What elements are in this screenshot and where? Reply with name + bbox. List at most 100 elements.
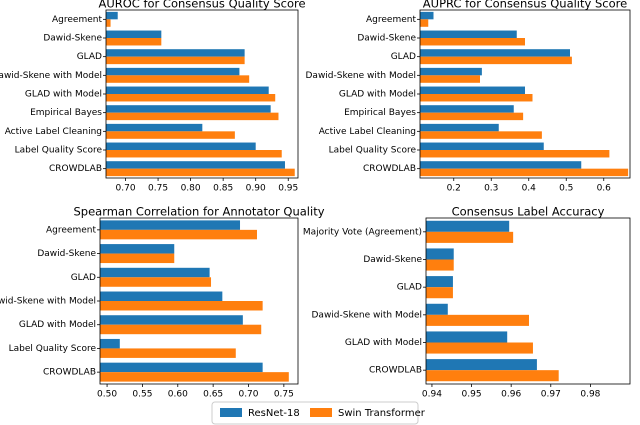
- y-tick-label: Dawid-Skene with Model: [306, 71, 417, 81]
- bar: [100, 301, 263, 311]
- y-tick-label: Empirical Bayes: [344, 108, 416, 118]
- bar: [100, 229, 257, 240]
- x-tick-label: 0.70: [116, 184, 136, 194]
- y-tick-label: Active Label Cleaning: [319, 127, 416, 137]
- bar: [420, 142, 544, 150]
- y-tick-label: Dawid-Skene with Model: [0, 297, 96, 307]
- y-tick-label: GLAD: [77, 52, 102, 62]
- x-tick-label: 0.4: [522, 184, 537, 194]
- y-tick-label: Label Quality Score: [329, 146, 417, 156]
- bar: [426, 231, 514, 243]
- bar: [420, 75, 480, 83]
- chart-title: AUROC for Consensus Quality Score: [98, 0, 305, 11]
- y-tick-label: Agreement: [366, 15, 416, 25]
- bar: [420, 168, 629, 177]
- axes-frame: [99, 217, 299, 385]
- bar: [420, 38, 525, 46]
- bar: [426, 370, 559, 382]
- bar: [106, 123, 203, 132]
- bar: [100, 267, 210, 278]
- bar: [426, 359, 537, 371]
- bar: [420, 19, 429, 27]
- x-tick-label: 0.80: [181, 184, 201, 194]
- x-tick-label: 0.6: [597, 184, 612, 194]
- bar: [106, 19, 111, 27]
- x-tick-label: 0.98: [580, 390, 600, 400]
- bar: [426, 314, 529, 326]
- legend-swatch: [220, 408, 242, 417]
- bar: [420, 30, 517, 38]
- y-tick-label: GLAD with Model: [25, 90, 102, 100]
- bar: [100, 348, 236, 358]
- x-tick-label: 0.60: [168, 390, 188, 400]
- bar: [106, 49, 245, 57]
- bar: [426, 220, 510, 232]
- bar: [100, 372, 289, 382]
- x-tick-label: 0.55: [132, 390, 152, 400]
- bar: [420, 123, 499, 132]
- y-tick-label: Majority Vote (Agreement): [303, 227, 422, 237]
- axes-frame: [105, 9, 299, 179]
- x-tick-label: 0.75: [274, 390, 294, 400]
- bar: [426, 259, 454, 271]
- bar: [420, 161, 582, 169]
- y-tick-label: Agreement: [52, 15, 102, 25]
- x-tick-label: 0.97: [541, 390, 561, 400]
- bar: [100, 220, 241, 230]
- bar: [420, 67, 482, 76]
- y-tick-label: CROWDLAB: [363, 164, 416, 174]
- legend-swatch: [310, 408, 332, 417]
- y-tick-label: GLAD with Model: [19, 320, 96, 330]
- bar: [426, 303, 448, 315]
- bar: [106, 105, 271, 113]
- x-tick-label: 0.50: [97, 390, 117, 400]
- bar: [106, 150, 282, 158]
- y-tick-label: CROWDLAB: [49, 164, 102, 174]
- bar: [420, 86, 525, 94]
- bar: [100, 315, 243, 325]
- chart-title: AUPRC for Consensus Quality Score: [423, 0, 627, 11]
- bar: [426, 276, 453, 288]
- bar: [420, 150, 610, 158]
- bar: [100, 244, 175, 254]
- bar: [100, 338, 120, 349]
- y-tick-label: GLAD with Model: [339, 90, 416, 100]
- bar: [106, 94, 276, 102]
- x-tick-label: 0.85: [213, 184, 233, 194]
- bar: [106, 30, 162, 38]
- y-tick-label: Label Quality Score: [15, 146, 103, 156]
- bar: [106, 161, 285, 169]
- bar: [420, 49, 570, 57]
- y-tick-label: CROWDLAB: [369, 366, 422, 376]
- chart-title: Consensus Label Accuracy: [452, 205, 605, 219]
- bar: [420, 131, 542, 139]
- x-tick-label: 0.96: [501, 390, 521, 400]
- bar: [100, 253, 175, 264]
- x-tick-label: 0.90: [246, 184, 266, 194]
- bar: [100, 277, 212, 287]
- x-tick-label: 0.95: [278, 184, 298, 194]
- y-tick-label: Dawid-Skene with Model: [312, 310, 423, 320]
- axes-frame: [425, 217, 631, 385]
- bar: [106, 11, 118, 20]
- bar: [420, 105, 514, 113]
- bar: [106, 67, 240, 76]
- y-tick-label: Dawid-Skene: [43, 34, 102, 44]
- x-tick-label: 0.3: [484, 184, 498, 194]
- y-tick-label: GLAD: [71, 273, 96, 283]
- y-tick-label: GLAD: [397, 283, 422, 293]
- bar: [420, 56, 572, 65]
- x-tick-label: 0.65: [203, 390, 223, 400]
- x-tick-label: 0.70: [238, 390, 258, 400]
- y-tick-label: Dawid-Skene: [357, 34, 416, 44]
- bar: [106, 75, 250, 83]
- y-tick-label: CROWDLAB: [43, 368, 96, 378]
- bar: [106, 131, 235, 139]
- bar: [100, 362, 263, 373]
- bar: [420, 11, 434, 20]
- bar: [106, 56, 245, 65]
- bar: [100, 291, 223, 301]
- y-tick-label: Dawid-Skene: [363, 255, 422, 265]
- bar: [100, 324, 262, 335]
- x-tick-label: 0.5: [559, 184, 573, 194]
